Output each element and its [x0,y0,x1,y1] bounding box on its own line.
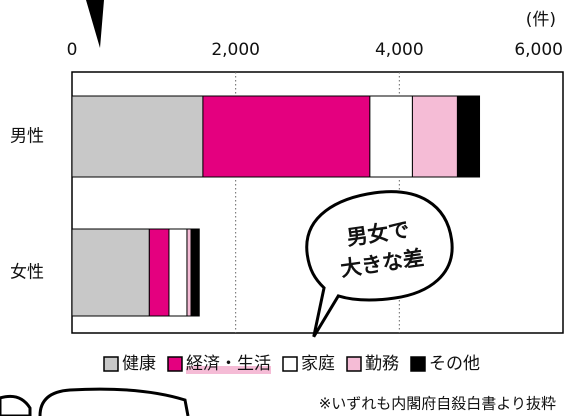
legend-swatch [282,356,298,372]
x-tick-label: 6,000 [514,40,563,60]
y-tick-label: 男性 [10,127,44,147]
legend-label: 経済・生活 [186,354,271,374]
legend-label: 勤務 [365,354,399,374]
y-tick-label: 女性 [10,263,44,283]
decor-shape [38,387,190,416]
bar-segment [71,228,150,317]
legend-swatch [103,356,119,372]
source-note: ※いずれも内閣府自殺白書より抜粋 [319,395,556,413]
bar-segment [148,228,170,317]
bar-segment [168,228,188,317]
unit-label: (件) [526,10,556,30]
bar-segment [190,228,200,317]
bar-segment [71,95,204,178]
decor-shape [0,394,32,416]
legend-label: その他 [429,354,480,374]
bar-segment [369,95,413,178]
legend-swatch [167,356,183,372]
bar-segment [186,228,192,317]
legend-swatch [410,356,426,372]
bar-segment [411,95,458,178]
annotation-bubble: 男女で 大きな差 [305,190,454,338]
legend-label: 家庭 [301,354,335,374]
legend-swatch [346,356,362,372]
bar-segment [202,95,371,178]
legend-highlight [186,366,271,374]
x-tick-label: 0 [67,40,78,60]
bar-segment [456,95,481,178]
x-tick-label: 4,000 [375,40,424,60]
decor-wedge [86,0,104,48]
x-tick-label: 2,000 [211,40,260,60]
bubble-shape [305,190,454,338]
legend-label: 健康 [122,354,156,374]
